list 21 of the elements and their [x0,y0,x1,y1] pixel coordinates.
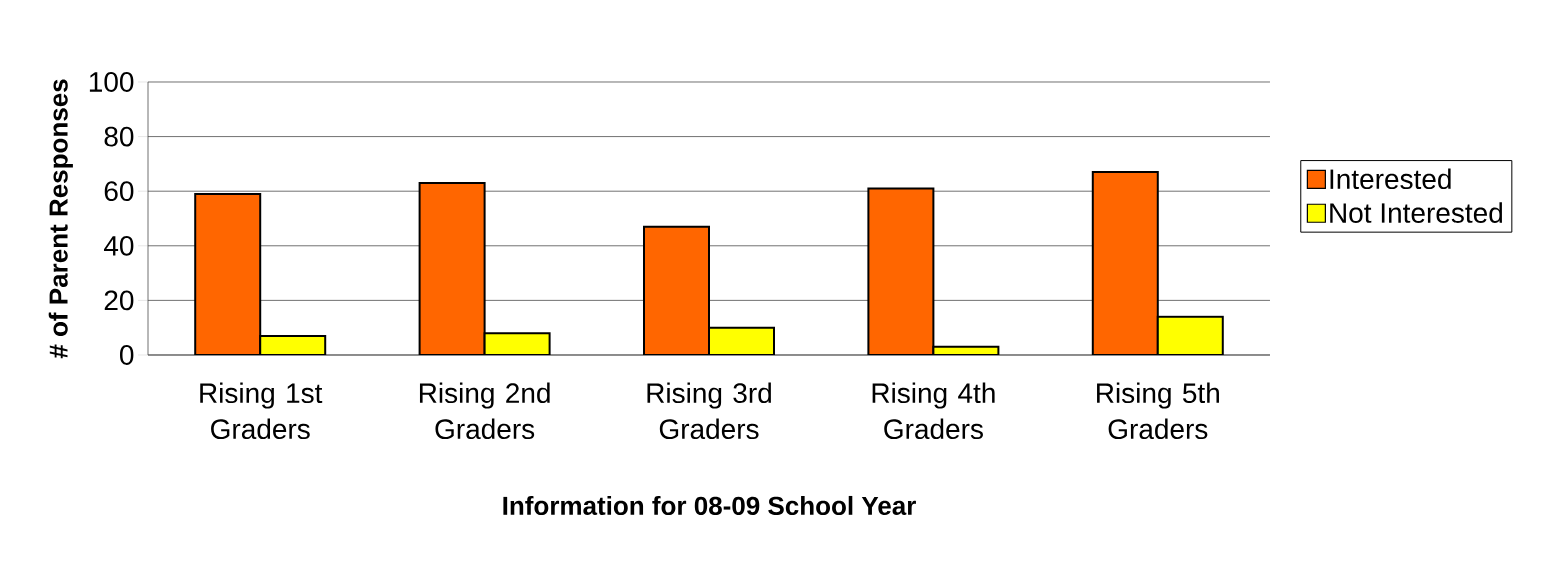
x-tick-label: Rising 1st Graders [200,382,323,440]
bar [1156,315,1224,355]
y-tick-label: 20 [104,290,134,311]
bar [867,187,935,355]
legend-label: Interested [1330,168,1451,190]
x-tick-label: Rising 3rd Graders [647,382,771,440]
bar [418,182,486,355]
x-tick-label: Rising 5th Graders [1097,382,1219,440]
y-tick-label: 80 [104,126,134,147]
legend-label: Not Interested [1330,202,1503,223]
y-tick-label: 0 [120,345,134,365]
bar [643,225,710,355]
y-tick-label: 100 [89,72,134,92]
x-tick-label: Rising 4th Graders [872,382,995,440]
y-axis-title: # of Parent Responses [48,79,73,359]
x-axis-title: Information for 08-09 School Year [503,495,916,516]
x-tick-label: Rising 2nd Graders [419,382,550,440]
y-tick-label: 60 [104,181,134,202]
bar [194,192,262,355]
y-tick-label: 40 [103,235,134,256]
bar [1091,171,1159,355]
